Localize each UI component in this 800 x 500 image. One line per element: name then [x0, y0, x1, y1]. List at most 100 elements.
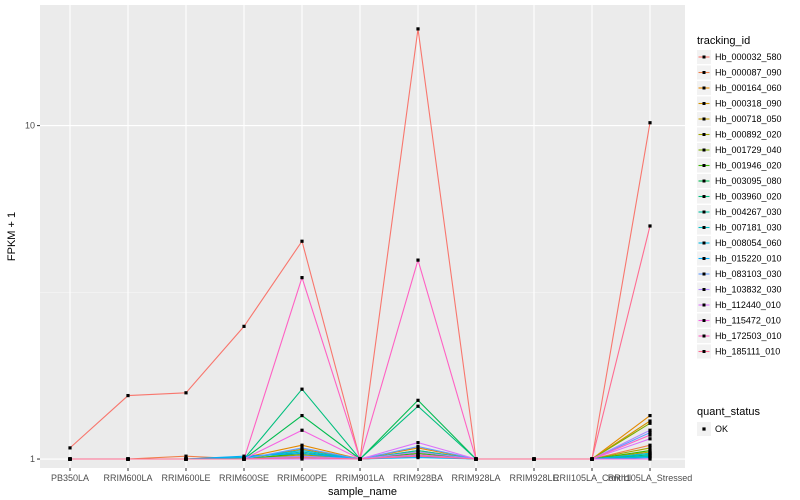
- data-point: [358, 457, 362, 461]
- data-point: [648, 457, 652, 461]
- legend-title: tracking_id: [697, 35, 750, 47]
- data-point: [416, 404, 420, 408]
- legend-item: Hb_000032_580: [697, 50, 782, 64]
- data-point: [300, 446, 304, 450]
- x-tick-label: PB350LA: [51, 473, 89, 483]
- legend-label: Hb_001946_020: [715, 161, 782, 171]
- data-point: [532, 457, 536, 461]
- x-tick-label: RRIM928LA: [451, 473, 500, 483]
- legend-item: Hb_003095_080: [697, 174, 782, 188]
- data-point: [300, 451, 304, 455]
- data-point: [68, 446, 72, 450]
- legend-point-swatch: [702, 148, 706, 152]
- legend-item: Hb_083103_030: [697, 267, 782, 281]
- legend-point-swatch: [702, 226, 706, 229]
- data-point: [648, 413, 652, 418]
- data-point: [300, 413, 304, 418]
- legend: tracking_id Hb_000032_580Hb_000087_090Hb…: [697, 35, 782, 436]
- data-point: [416, 441, 420, 445]
- x-tick-label: RRII105LA_Control: [553, 473, 631, 483]
- legend-label: Hb_003095_080: [715, 176, 782, 186]
- legend-item: Hb_172503_010: [697, 329, 782, 343]
- x-tick-label: RRIM600PE: [277, 473, 327, 483]
- data-point: [648, 419, 652, 423]
- x-tick-label: RRIM600SE: [219, 473, 269, 483]
- data-point: [648, 446, 652, 450]
- data-point: [648, 451, 652, 455]
- data-point: [648, 428, 652, 432]
- data-point: [590, 457, 594, 461]
- legend-item: Hb_185111_010: [697, 344, 780, 359]
- legend-label: Hb_000318_090: [715, 99, 782, 109]
- data-point: [300, 428, 304, 432]
- legend-point-swatch: [702, 71, 706, 74]
- data-point: [300, 239, 304, 243]
- legend-label: Hb_115472_010: [715, 316, 781, 326]
- data-point: [184, 454, 188, 458]
- legend-point-swatch: [702, 86, 706, 90]
- point-legend-title: quant_status: [697, 406, 760, 418]
- legend-point-swatch: [702, 241, 706, 245]
- legend-item: Hb_000164_060: [697, 81, 782, 95]
- x-axis-title: sample_name: [328, 486, 397, 498]
- data-point: [416, 454, 420, 458]
- legend-item: Hb_015220_010: [697, 251, 782, 266]
- x-tick-label: RRIM600LE: [161, 473, 210, 483]
- data-point: [242, 457, 246, 461]
- legend-label: Hb_007181_030: [715, 223, 782, 233]
- legend-point-swatch: [702, 102, 706, 105]
- legend-point-swatch: [702, 257, 706, 260]
- data-point: [648, 437, 652, 441]
- x-axis: PB350LA RRIM600LA RRIM600LE RRIM600SE RRIM60…: [51, 468, 692, 483]
- legend-point-swatch: [702, 195, 706, 198]
- data-point: [416, 258, 420, 262]
- data-point: [126, 457, 130, 461]
- data-point: [184, 391, 188, 395]
- legend-point-swatch: [702, 117, 706, 121]
- data-point: [416, 27, 420, 31]
- legend-label: Hb_000164_060: [715, 83, 782, 93]
- point-legend-symbol: [702, 427, 706, 431]
- legend-point-swatch: [702, 350, 706, 353]
- point-legend-item: OK: [697, 422, 728, 436]
- legend-point-swatch: [702, 133, 706, 136]
- data-point: [416, 444, 420, 449]
- y-tick-label: 10: [25, 121, 35, 131]
- legend-item: Hb_000892_020: [697, 127, 782, 142]
- legend-label: Hb_003960_020: [715, 192, 782, 202]
- data-point: [648, 443, 652, 447]
- legend-item: Hb_000087_090: [697, 65, 782, 80]
- legend-label: Hb_004267_030: [715, 207, 782, 217]
- legend-item: Hb_003960_020: [697, 189, 782, 204]
- legend-label: Hb_185111_010: [715, 347, 780, 357]
- y-axis-title: FPKM + 1: [6, 212, 18, 261]
- legend-item: Hb_004267_030: [697, 205, 782, 219]
- legend-label: Hb_103832_030: [715, 285, 782, 295]
- data-point: [648, 121, 652, 125]
- legend-label: Hb_112440_010: [715, 300, 781, 310]
- plot-panel: [40, 5, 685, 468]
- legend-item: Hb_115472_010: [697, 313, 781, 328]
- data-point: [416, 398, 420, 402]
- legend-item: Hb_112440_010: [697, 298, 781, 312]
- x-tick-label: RRIM928LE: [509, 473, 558, 483]
- data-point: [242, 324, 246, 328]
- data-point: [648, 449, 652, 453]
- legend-point-swatch: [702, 303, 706, 307]
- data-point: [648, 421, 652, 425]
- data-point: [300, 449, 304, 453]
- legend-label: Hb_000032_580: [715, 52, 782, 62]
- legend-label: Hb_008054_060: [715, 238, 782, 248]
- x-tick-label: RRII105LA_Stressed: [608, 473, 693, 483]
- data-point: [648, 433, 652, 437]
- legend-point-swatch: [702, 334, 706, 338]
- data-point: [300, 455, 304, 460]
- data-point: [184, 457, 188, 461]
- data-point: [68, 457, 72, 461]
- legend-item: Hb_007181_030: [697, 220, 782, 235]
- legend-items: Hb_000032_580 Hb_000087_090 Hb_000164_060 H…: [697, 50, 782, 359]
- x-tick-label: RRIM901LA: [335, 473, 384, 483]
- legend-point-swatch: [702, 319, 706, 322]
- legend-item: Hb_001729_040: [697, 143, 782, 157]
